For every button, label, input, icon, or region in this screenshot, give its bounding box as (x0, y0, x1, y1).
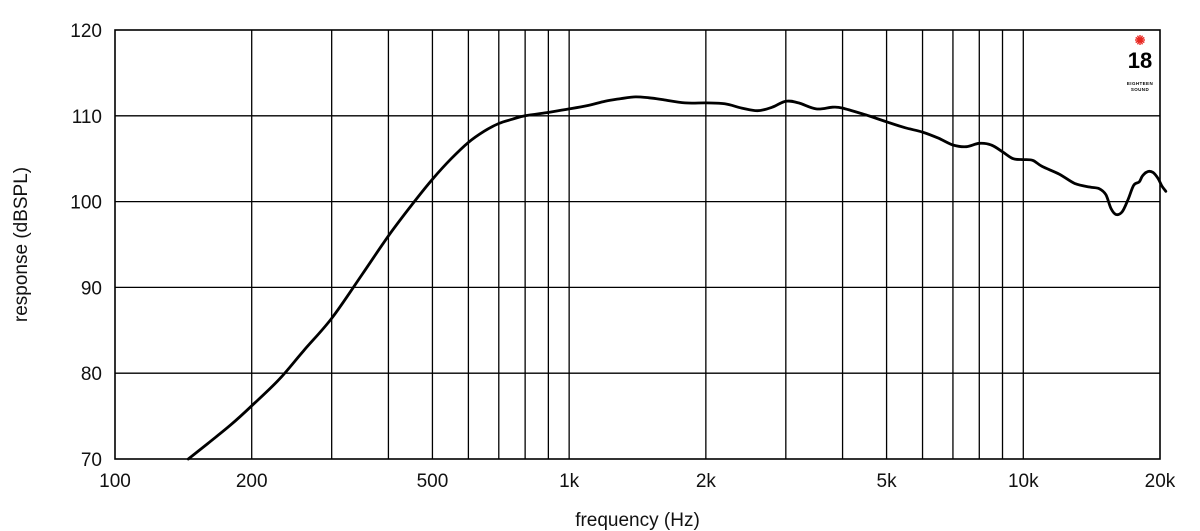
red-star-icon (1135, 35, 1145, 45)
x-tick-labels: 100 200 500 1k 2k 5k 10k 20k (99, 471, 1176, 492)
y-axis-label: response (dBSPL) (11, 167, 32, 322)
y-tick-label-120: 120 (70, 21, 102, 42)
y-tick-label-100: 100 (70, 193, 102, 214)
grid-lines (115, 30, 1160, 459)
logo-line-2: SOUND (1131, 87, 1150, 92)
y-tick-label-70: 70 (81, 450, 102, 471)
x-tick-label-5k: 5k (877, 471, 898, 492)
x-tick-label-100: 100 (99, 471, 131, 492)
x-tick-label-20k: 20k (1145, 471, 1176, 492)
response-curve (186, 95, 1168, 461)
eighteen-sound-logo: 18 EIGHTEEN SOUND (1127, 35, 1153, 92)
star-center (1138, 38, 1142, 42)
x-tick-label-500: 500 (417, 471, 449, 492)
x-tick-label-10k: 10k (1008, 471, 1039, 492)
logo-line-1: EIGHTEEN (1127, 81, 1153, 86)
x-axis-label: frequency (Hz) (575, 510, 700, 531)
y-tick-label-110: 110 (72, 107, 102, 128)
y-tick-labels: 70 80 90 100 110 120 (70, 21, 102, 471)
x-tick-label-2k: 2k (696, 471, 717, 492)
x-tick-label-200: 200 (236, 471, 268, 492)
x-tick-label-1k: 1k (559, 471, 580, 492)
y-tick-label-80: 80 (81, 364, 102, 385)
logo-number: 18 (1128, 48, 1152, 73)
plot-frame (114, 29, 1161, 460)
y-tick-label-90: 90 (81, 278, 102, 299)
